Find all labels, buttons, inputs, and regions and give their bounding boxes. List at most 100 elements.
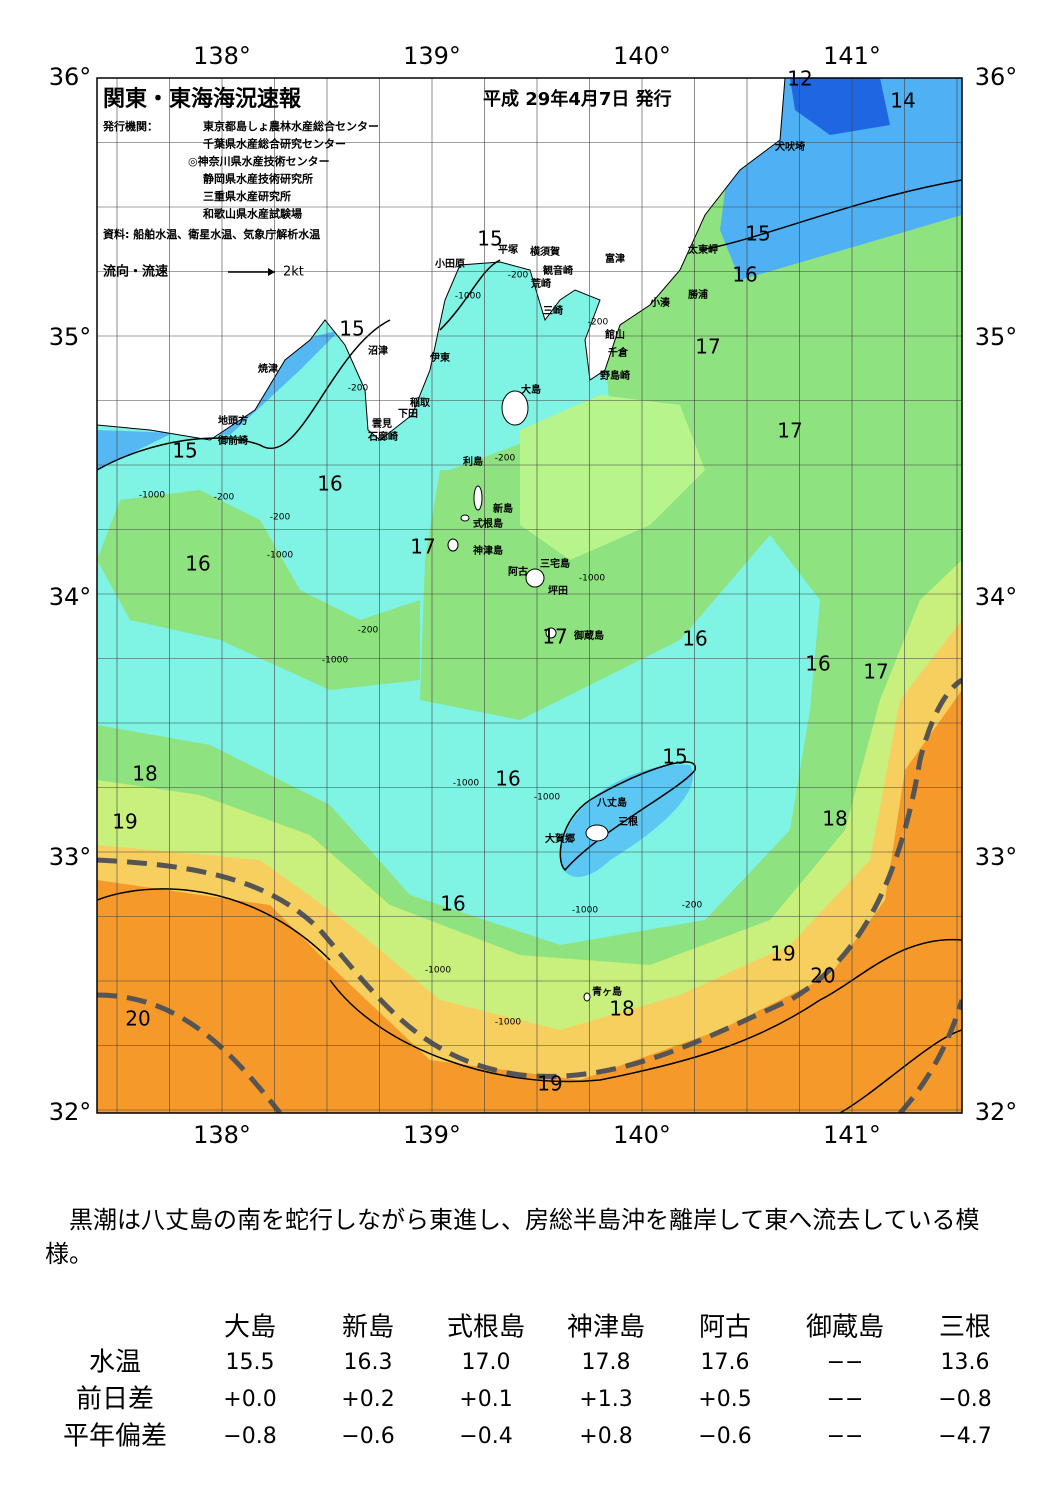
depth-label: -1000 (579, 574, 605, 584)
depth-label: -200 (495, 454, 516, 464)
place-name: 千倉 (608, 346, 629, 359)
place-name: 平塚 (498, 243, 518, 256)
publisher: 東京都島しょ農林水産総合センター (203, 119, 379, 133)
place-name: 三根 (618, 815, 638, 828)
place-name: 大島 (521, 383, 541, 396)
place-name: 大賀郷 (545, 832, 575, 845)
publisher: 千葉県水産総合研究センター (203, 137, 346, 151)
isotherm-label: 16 (317, 472, 342, 496)
table-cell: 16.3 (344, 1350, 393, 1375)
table-cell: 17.0 (462, 1350, 511, 1375)
place-name: 太東岬 (687, 243, 718, 256)
depth-label: -200 (508, 271, 529, 281)
current-arrow-head (268, 268, 275, 276)
isotherm-label: 20 (810, 964, 835, 988)
place-name: 利島 (463, 455, 483, 468)
table-cell: +0.2 (341, 1387, 394, 1412)
current-scale: 2kt (283, 265, 304, 280)
place-name: 横須賀 (530, 245, 560, 258)
place-name: 稲取 (410, 396, 431, 409)
lat-label: 34° (49, 583, 92, 611)
isotherm-label: 15 (745, 222, 770, 246)
table-header: 新島 (342, 1313, 394, 1343)
lat-label: 36° (975, 63, 1018, 91)
table-cell: −− (827, 1387, 864, 1412)
depth-label: -1000 (425, 966, 451, 976)
isotherm-label: 18 (132, 762, 157, 786)
place-name: 青ヶ島 (592, 985, 622, 998)
isotherm-label: 19 (112, 810, 137, 834)
current-legend: 流向・流速 (103, 264, 168, 280)
isotherm-label: 17 (410, 535, 435, 559)
lat-label: 32° (975, 1098, 1018, 1126)
lat-label: 33° (975, 843, 1018, 871)
publisher: 和歌山県水産試験場 (203, 207, 302, 221)
place-name: 沼津 (368, 344, 388, 357)
isotherm-label: 20 (125, 1007, 150, 1031)
table-cell: +0.0 (223, 1387, 276, 1412)
lon-label: 140° (613, 42, 671, 70)
isotherm-label: 16 (185, 552, 210, 576)
lon-label: 139° (403, 42, 461, 70)
place-name: 野島崎 (600, 369, 630, 382)
title: 関東・東海海況速報 (103, 86, 302, 112)
place-name: 館山 (604, 328, 625, 341)
table-cell: 17.8 (582, 1350, 631, 1375)
lon-label: 138° (193, 1121, 251, 1149)
depth-label: -1000 (322, 656, 348, 666)
table-cell: −0.6 (341, 1424, 394, 1449)
publisher: ◎神奈川県水産技術センター (188, 154, 330, 168)
place-name: 焼津 (258, 362, 278, 375)
depth-label: -1000 (453, 779, 479, 789)
place-name: 神津島 (473, 544, 503, 557)
place-name: 三宅島 (540, 557, 570, 570)
lat-label: 35° (975, 323, 1018, 351)
isotherm-label: 17 (542, 625, 567, 649)
place-name: 三崎 (543, 304, 563, 317)
isotherm-label: 15 (662, 745, 687, 769)
place-name: 阿古 (508, 565, 528, 578)
lat-label: 34° (975, 583, 1018, 611)
row-label: 水温 (89, 1348, 141, 1378)
table-header: 式根島 (447, 1313, 525, 1343)
isotherm-label: 16 (440, 892, 465, 916)
table-header: 大島 (224, 1313, 276, 1343)
depth-label: -200 (588, 318, 609, 328)
depth-label: -1000 (139, 491, 165, 501)
table-header: 神津島 (567, 1313, 645, 1343)
sea-temperature (97, 78, 962, 1113)
grid (97, 78, 962, 1113)
depth-label: -1000 (267, 551, 293, 561)
table-cell: −0.8 (938, 1387, 991, 1412)
isotherm-label: 19 (770, 942, 795, 966)
table-header: 阿古 (699, 1313, 751, 1343)
place-name: 御前崎 (217, 434, 248, 447)
isotherm-label: 16 (732, 263, 757, 287)
publisher: 三重県水産研究所 (203, 189, 291, 203)
place-name: 下田 (398, 408, 418, 420)
place-name: 小湊 (649, 296, 671, 309)
isotherm-label: 17 (863, 660, 888, 684)
isotherm-label: 17 (777, 419, 802, 443)
table-cell: +0.1 (459, 1387, 512, 1412)
lon-label: 141° (823, 42, 881, 70)
place-name: 式根島 (473, 517, 503, 530)
isotherm-label: 16 (805, 652, 830, 676)
place-name: 地頭方 (218, 414, 248, 427)
depth-label: -1000 (572, 906, 598, 916)
isotherm-label: 12 (787, 67, 812, 91)
isotherm-label: 19 (537, 1072, 562, 1096)
isotherm-label: 18 (822, 807, 847, 831)
depth-label: -200 (682, 901, 703, 911)
place-name: 小田原 (434, 257, 465, 270)
table-cell: −0.4 (459, 1424, 512, 1449)
publisher: 静岡県水産技術研究所 (203, 172, 313, 186)
depth-label: -200 (270, 513, 291, 523)
lon-label: 138° (193, 42, 251, 70)
table-cell: −4.7 (938, 1424, 991, 1449)
isotherm-label: 18 (609, 997, 634, 1021)
source: 資料: 船舶水温、衛星水温、気象庁解析水温 (103, 227, 320, 241)
lat-label: 35° (49, 323, 92, 351)
